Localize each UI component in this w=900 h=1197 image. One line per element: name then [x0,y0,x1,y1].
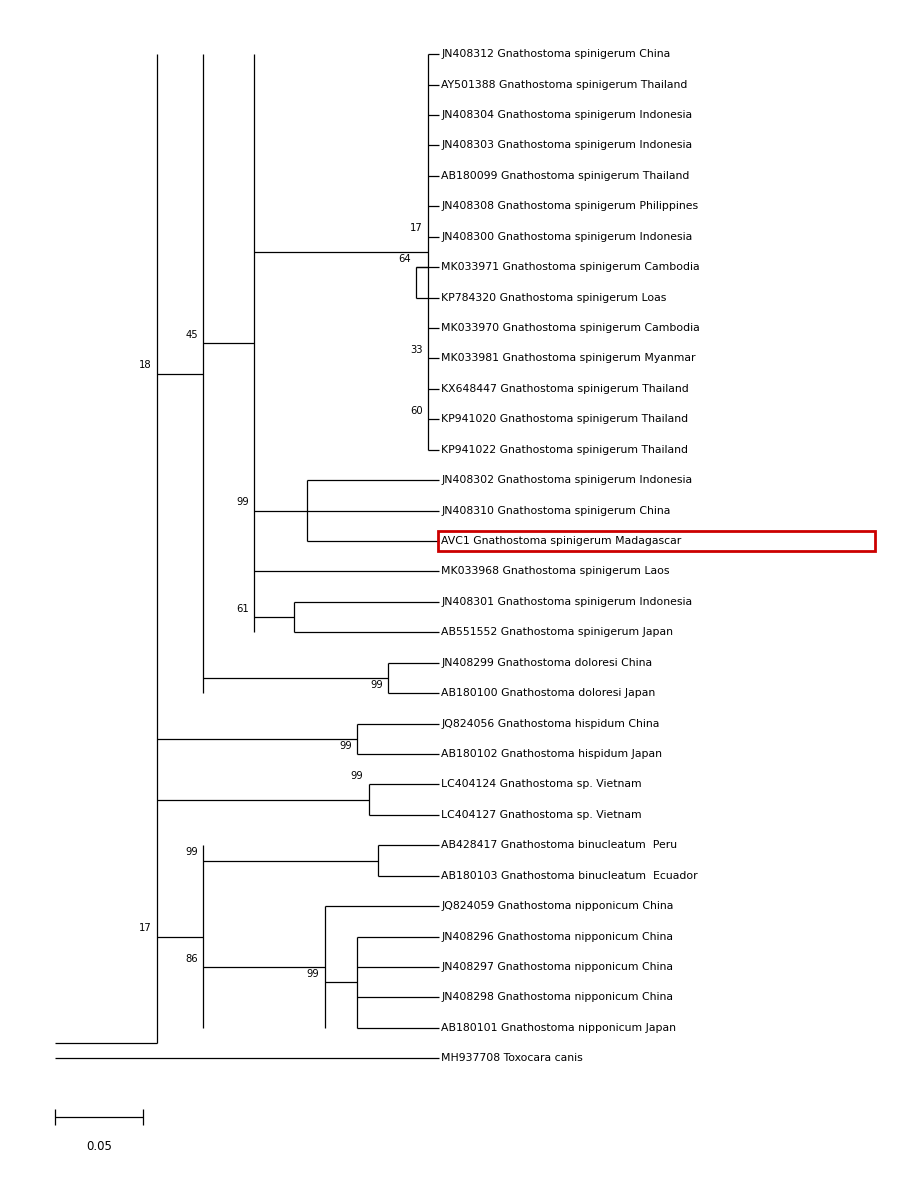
Text: AB180102 Gnathostoma hispidum Japan: AB180102 Gnathostoma hispidum Japan [441,749,662,759]
Text: AB180100 Gnathostoma doloresi Japan: AB180100 Gnathostoma doloresi Japan [441,688,655,698]
Text: JN408303 Gnathostoma spinigerum Indonesia: JN408303 Gnathostoma spinigerum Indonesi… [441,140,692,151]
Text: 86: 86 [185,954,198,964]
Text: KP941022 Gnathostoma spinigerum Thailand: KP941022 Gnathostoma spinigerum Thailand [441,445,688,455]
Text: MK033971 Gnathostoma spinigerum Cambodia: MK033971 Gnathostoma spinigerum Cambodia [441,262,700,272]
Text: 99: 99 [370,680,383,689]
Text: LC404124 Gnathostoma sp. Vietnam: LC404124 Gnathostoma sp. Vietnam [441,779,642,790]
Text: JN408296 Gnathostoma nipponicum China: JN408296 Gnathostoma nipponicum China [441,931,673,942]
Text: 17: 17 [410,224,423,233]
Text: 17: 17 [140,923,152,934]
Text: KX648447 Gnathostoma spinigerum Thailand: KX648447 Gnathostoma spinigerum Thailand [441,384,688,394]
Text: AB180101 Gnathostoma nipponicum Japan: AB180101 Gnathostoma nipponicum Japan [441,1023,676,1033]
Text: AB180099 Gnathostoma spinigerum Thailand: AB180099 Gnathostoma spinigerum Thailand [441,171,689,181]
Text: JN408312 Gnathostoma spinigerum China: JN408312 Gnathostoma spinigerum China [441,49,670,59]
Text: JN408297 Gnathostoma nipponicum China: JN408297 Gnathostoma nipponicum China [441,962,673,972]
Text: 18: 18 [140,360,152,370]
Text: JN408298 Gnathostoma nipponicum China: JN408298 Gnathostoma nipponicum China [441,992,673,1002]
Text: MK033968 Gnathostoma spinigerum Laos: MK033968 Gnathostoma spinigerum Laos [441,566,670,577]
Text: JN408300 Gnathostoma spinigerum Indonesia: JN408300 Gnathostoma spinigerum Indonesi… [441,232,692,242]
Text: JQ824056 Gnathostoma hispidum China: JQ824056 Gnathostoma hispidum China [441,718,660,729]
Text: LC404127 Gnathostoma sp. Vietnam: LC404127 Gnathostoma sp. Vietnam [441,810,642,820]
Text: JN408310 Gnathostoma spinigerum China: JN408310 Gnathostoma spinigerum China [441,505,670,516]
Text: JN408301 Gnathostoma spinigerum Indonesia: JN408301 Gnathostoma spinigerum Indonesi… [441,597,692,607]
Text: 99: 99 [185,847,198,857]
Text: MH937708 Toxocara canis: MH937708 Toxocara canis [441,1053,583,1063]
Text: JN408308 Gnathostoma spinigerum Philippines: JN408308 Gnathostoma spinigerum Philippi… [441,201,698,212]
Text: JN408299 Gnathostoma doloresi China: JN408299 Gnathostoma doloresi China [441,658,652,668]
Text: AB180103 Gnathostoma binucleatum  Ecuador: AB180103 Gnathostoma binucleatum Ecuador [441,870,698,881]
Text: 99: 99 [307,968,320,979]
Text: MK033970 Gnathostoma spinigerum Cambodia: MK033970 Gnathostoma spinigerum Cambodia [441,323,700,333]
Text: AY501388 Gnathostoma spinigerum Thailand: AY501388 Gnathostoma spinigerum Thailand [441,80,688,90]
Text: AB551552 Gnathostoma spinigerum Japan: AB551552 Gnathostoma spinigerum Japan [441,627,673,637]
Text: 45: 45 [185,329,198,340]
Text: 64: 64 [399,254,411,263]
Text: 99: 99 [351,771,364,780]
Text: 61: 61 [236,603,249,614]
Text: KP941020 Gnathostoma spinigerum Thailand: KP941020 Gnathostoma spinigerum Thailand [441,414,688,425]
Text: 99: 99 [236,497,249,508]
Text: 99: 99 [339,741,352,751]
Text: 33: 33 [410,345,423,356]
Text: 60: 60 [410,406,423,415]
Text: JQ824059 Gnathostoma nipponicum China: JQ824059 Gnathostoma nipponicum China [441,901,673,911]
Text: MK033981 Gnathostoma spinigerum Myanmar: MK033981 Gnathostoma spinigerum Myanmar [441,353,696,364]
Text: KP784320 Gnathostoma spinigerum Loas: KP784320 Gnathostoma spinigerum Loas [441,292,667,303]
Text: JN408304 Gnathostoma spinigerum Indonesia: JN408304 Gnathostoma spinigerum Indonesi… [441,110,692,120]
Text: AB428417 Gnathostoma binucleatum  Peru: AB428417 Gnathostoma binucleatum Peru [441,840,678,850]
Text: JN408302 Gnathostoma spinigerum Indonesia: JN408302 Gnathostoma spinigerum Indonesi… [441,475,692,485]
Text: 0.05: 0.05 [86,1141,112,1154]
Text: AVC1 Gnathostoma spinigerum Madagascar: AVC1 Gnathostoma spinigerum Madagascar [441,536,681,546]
